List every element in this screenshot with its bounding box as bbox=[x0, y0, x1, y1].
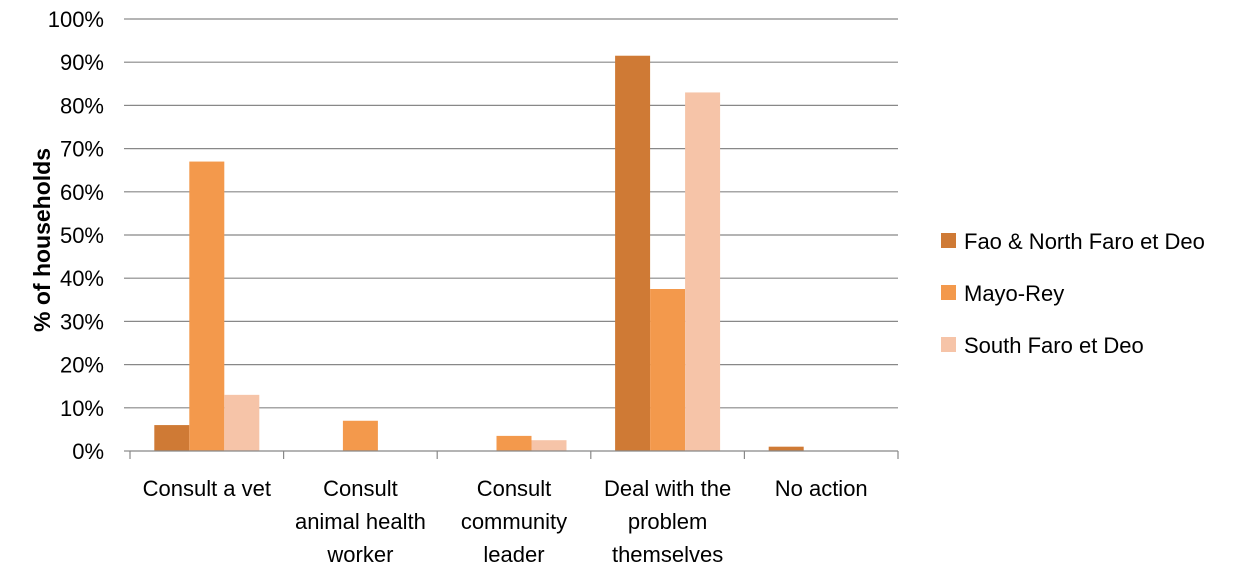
bar bbox=[650, 289, 686, 451]
legend-label: South Faro et Deo bbox=[964, 333, 1144, 358]
bars bbox=[154, 55, 804, 451]
y-tick-label: 20% bbox=[60, 353, 104, 378]
y-tick-label: 50% bbox=[60, 223, 104, 248]
x-category-label: worker bbox=[326, 542, 393, 567]
bar bbox=[342, 420, 378, 451]
x-axis bbox=[129, 450, 899, 459]
legend: Fao & North Faro et Deo Mayo-Rey South Far… bbox=[941, 229, 1205, 358]
x-category-label: Consult a vet bbox=[143, 476, 271, 501]
y-axis-ticks: 0% 10% 20% 30% 40% 50% 60% 70% 80% 90% 100% bbox=[48, 7, 130, 464]
legend-swatch bbox=[941, 233, 956, 248]
y-tick-label: 0% bbox=[72, 439, 104, 464]
x-category-label: animal health bbox=[295, 509, 426, 534]
y-tick-label: 80% bbox=[60, 93, 104, 118]
x-category-label: community bbox=[461, 509, 567, 534]
legend-label: Fao & North Faro et Deo bbox=[964, 229, 1205, 254]
bar bbox=[615, 55, 651, 451]
bar bbox=[685, 92, 721, 451]
y-tick-label: 100% bbox=[48, 7, 104, 32]
legend-label: Mayo-Rey bbox=[964, 281, 1064, 306]
x-category-label: Consult bbox=[323, 476, 398, 501]
bar bbox=[768, 446, 804, 451]
y-tick-label: 90% bbox=[60, 50, 104, 75]
y-tick-label: 40% bbox=[60, 266, 104, 291]
legend-swatch bbox=[941, 337, 956, 352]
x-category-label: Consult bbox=[477, 476, 552, 501]
x-category-label: No action bbox=[775, 476, 868, 501]
bar bbox=[154, 425, 190, 451]
x-category-label: problem bbox=[628, 509, 707, 534]
x-category-label: themselves bbox=[612, 542, 723, 567]
bar bbox=[189, 161, 225, 451]
bar bbox=[531, 440, 567, 451]
x-category-label: Deal with the bbox=[604, 476, 731, 501]
y-tick-label: 70% bbox=[60, 137, 104, 162]
y-tick-label: 10% bbox=[60, 396, 104, 421]
legend-swatch bbox=[941, 285, 956, 300]
bar bbox=[496, 435, 532, 451]
bar bbox=[224, 394, 260, 451]
y-tick-label: 30% bbox=[60, 309, 104, 334]
y-tick-label: 60% bbox=[60, 180, 104, 205]
gridlines bbox=[130, 18, 898, 409]
category-labels: Consult a vet Consult animal health worker C… bbox=[143, 476, 868, 567]
y-axis-label: % of households bbox=[29, 148, 55, 332]
x-category-label: leader bbox=[483, 542, 544, 567]
